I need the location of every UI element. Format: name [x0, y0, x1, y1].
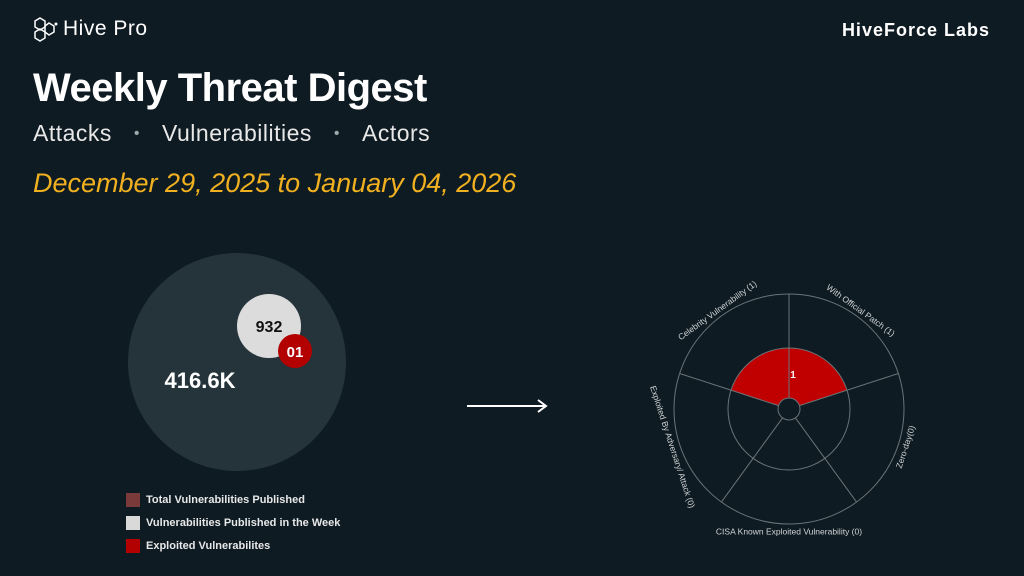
subtitle-attacks: Attacks	[33, 120, 112, 146]
spoke	[721, 417, 783, 503]
legend-label: Vulnerabilities Published in the Week	[146, 516, 341, 529]
exploited-value: 01	[287, 344, 304, 361]
total-bubble	[128, 253, 346, 471]
week-value: 932	[256, 319, 283, 336]
hiveforce-labs-brand: HiveForce Labs	[841, 20, 990, 40]
spoke	[799, 372, 899, 407]
spoke	[679, 372, 779, 407]
total-value: 416.6K	[165, 368, 236, 393]
subtitle-actors: Actors	[361, 120, 431, 146]
page-title: Weekly Threat Digest	[33, 66, 427, 110]
subtitle: Attacks • Vulnerabilities • Actors	[33, 120, 431, 146]
polar-sector	[730, 348, 789, 406]
center-value-label: 1	[790, 370, 796, 381]
legend-swatch	[126, 515, 140, 530]
spoke	[795, 417, 857, 503]
hive-pro-logo: Hive Pro	[33, 16, 148, 42]
category-label: CISA Known Exploited Vulnerability (0)	[716, 526, 862, 536]
legend-swatch	[126, 492, 140, 507]
legend-item-week: Vulnerabilities Published in the Week	[126, 511, 340, 534]
legend-label: Total Vulnerabilities Published	[146, 493, 305, 506]
category-label: Celebrity Vulnerability (1)	[676, 278, 759, 342]
legend-label: Exploited Vulnerabilites	[146, 539, 271, 552]
logo-text: Hive Pro	[63, 17, 148, 40]
subtitle-vulnerabilities: Vulnerabilities	[162, 120, 312, 146]
date-range: December 29, 2025 to January 04, 2026	[33, 168, 517, 198]
category-label: Exploited By Adversary/ Attack (0)	[648, 384, 697, 509]
polar-sector	[789, 348, 848, 406]
category-label: With Official Patch (1)	[825, 282, 897, 338]
legend-item-exploited: Exploited Vulnerabilites	[126, 534, 340, 557]
legend: Total Vulnerabilities Published Vulnerab…	[126, 488, 340, 557]
exploited-bubble	[278, 334, 312, 368]
legend-swatch	[126, 538, 140, 553]
hexagon-logo-icon	[34, 17, 58, 42]
legend-item-total: Total Vulnerabilities Published	[126, 488, 340, 511]
arrow-icon	[467, 399, 548, 413]
hub-ring	[777, 397, 801, 421]
